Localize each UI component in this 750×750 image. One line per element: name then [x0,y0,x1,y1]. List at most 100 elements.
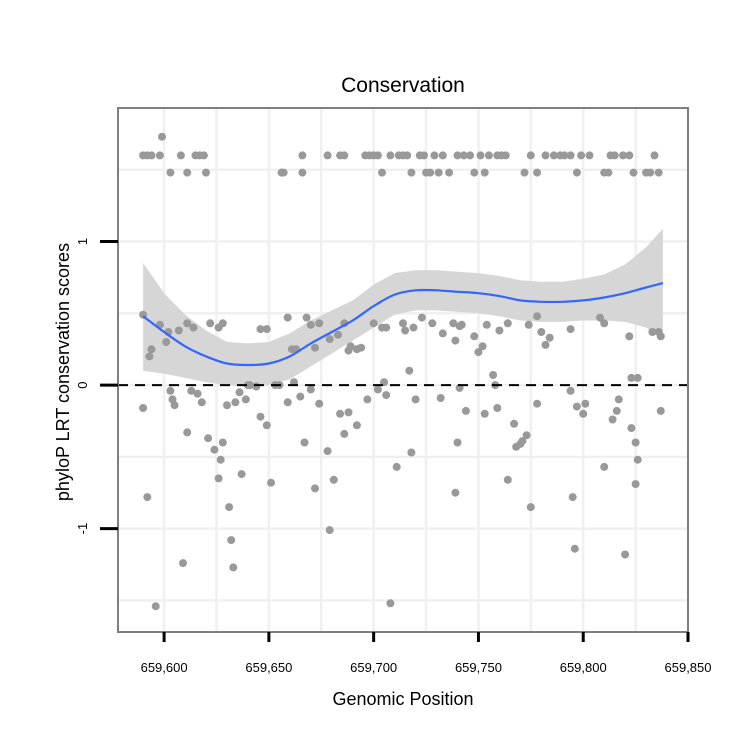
data-point [438,329,447,338]
data-point [336,409,345,418]
data-point [522,431,531,440]
x-tick-label: 659,800 [560,660,607,675]
data-point [298,168,307,177]
data-point [252,382,261,391]
data-point [449,319,458,328]
data-point [296,392,305,401]
data-point [166,168,175,177]
data-point [495,326,504,335]
data-point [453,438,462,447]
data-point [179,559,187,568]
data-point [298,151,307,160]
confidence-ribbon-layer [143,228,663,387]
data-point [566,151,575,160]
data-point [572,168,581,177]
data-point [227,536,236,545]
data-point [216,455,225,464]
x-tick-label: 659,650 [245,660,292,675]
data-point [363,395,372,404]
data-point [566,325,575,334]
x-axis-title: Genomic Position [332,689,473,709]
data-point [610,151,619,160]
data-point [453,151,462,160]
data-point [283,313,292,322]
smooth-line-layer [118,282,688,387]
data-point [484,151,493,160]
data-point [417,313,426,322]
data-point [197,398,206,407]
data-point [434,168,443,177]
data-point [334,330,342,339]
data-point [378,168,386,177]
data-point [202,168,210,177]
data-point [155,151,164,160]
data-point [369,319,378,328]
data-point [183,168,192,177]
data-point [311,484,319,493]
data-point [176,151,185,160]
data-point [503,319,512,328]
confidence-ribbon [143,228,663,387]
smooth-trend-line [142,282,664,367]
data-point [411,395,420,404]
data-point [518,437,527,446]
data-point [459,151,468,160]
data-point [386,599,395,608]
data-point [625,151,634,160]
data-point [503,475,512,484]
y-tick-label: -1 [75,523,90,535]
data-point [489,371,498,379]
data-point [577,151,586,160]
data-point [218,438,227,447]
data-point [399,319,407,328]
data-point [526,503,535,512]
data-point [510,419,519,428]
data-point [386,151,395,160]
data-point [262,325,271,334]
data-point [482,320,491,329]
data-point [162,338,171,346]
data-point [466,151,475,160]
data-point [470,168,479,177]
data-point [581,399,590,408]
data-point [541,151,550,160]
data-point [340,429,349,438]
data-point [656,332,665,341]
data-point [526,151,535,160]
y-axis-title: phyloP LRT conservation scores [53,243,73,501]
data-point [279,168,288,177]
data-point [430,151,439,160]
data-point [352,421,361,430]
data-point [283,398,292,407]
data-point [436,394,445,402]
data-point [537,328,546,336]
data-point [493,404,502,412]
data-point [170,401,179,410]
data-point [524,320,533,329]
data-point [373,385,382,394]
data-point [210,445,219,454]
x-tick-label: 659,750 [455,660,502,675]
data-point [306,320,315,329]
data-point [300,438,309,447]
data-point [311,343,319,352]
data-point [650,151,659,160]
data-point [315,319,324,328]
data-point [579,409,588,418]
data-point [426,168,435,177]
data-point [174,326,183,335]
data-point [604,168,613,177]
data-point [235,388,244,397]
data-point [566,386,575,395]
data-point [392,462,401,471]
data-point [470,332,479,341]
chart-title: Conservation [341,74,465,97]
data-point [183,319,192,328]
data-point [409,323,418,332]
data-point [189,323,198,332]
data-point [143,493,152,502]
data-point [568,493,577,502]
data-point [329,475,338,484]
data-point [256,325,265,334]
